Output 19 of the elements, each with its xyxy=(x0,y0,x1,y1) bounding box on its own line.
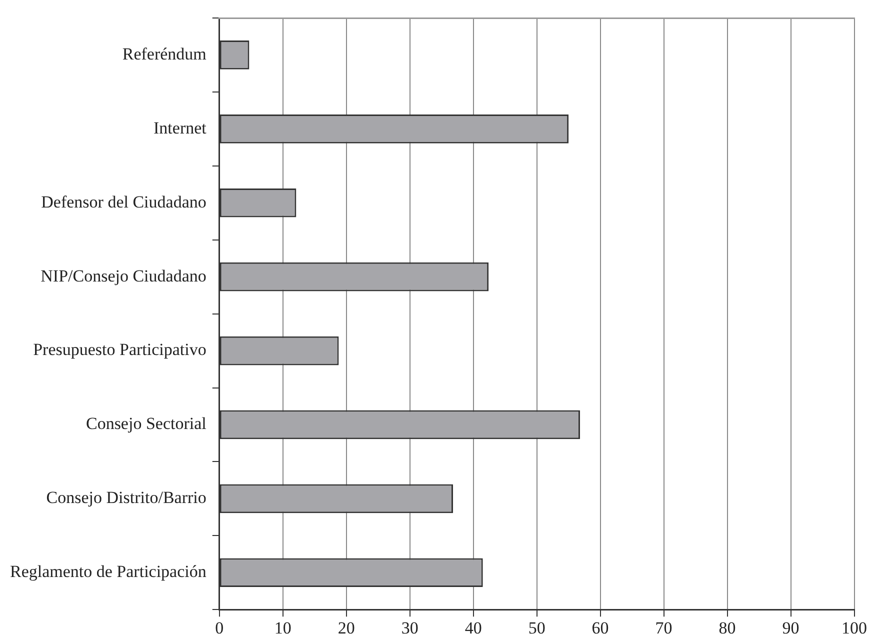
y-tick-label: Reglamento de Participación xyxy=(10,562,207,582)
x-tick-label: 10 xyxy=(274,618,292,638)
x-tick-label: 100 xyxy=(842,618,867,638)
y-tick-label: Consejo Distrito/Barrio xyxy=(46,488,206,508)
x-tick-label: 60 xyxy=(592,618,609,638)
x-tick-label: 80 xyxy=(718,618,736,638)
y-tick-label: Defensor del Ciudadano xyxy=(41,192,206,212)
y-tick-label: NIP/Consejo Ciudadano xyxy=(40,266,206,286)
y-tick-label: Referéndum xyxy=(122,44,206,64)
x-tick-label: 50 xyxy=(528,618,546,638)
x-tick-label: 90 xyxy=(782,618,800,638)
x-tick-label: 20 xyxy=(338,618,355,638)
x-tick-label: 40 xyxy=(464,618,482,638)
x-tick-label: 70 xyxy=(655,618,672,638)
y-tick-label: Internet xyxy=(154,118,207,138)
y-tick-label: Presupuesto Participativo xyxy=(33,340,206,360)
x-tick-label: 0 xyxy=(215,618,224,638)
x-tick-label: 30 xyxy=(401,618,418,638)
y-tick-label: Consejo Sectorial xyxy=(86,414,207,434)
